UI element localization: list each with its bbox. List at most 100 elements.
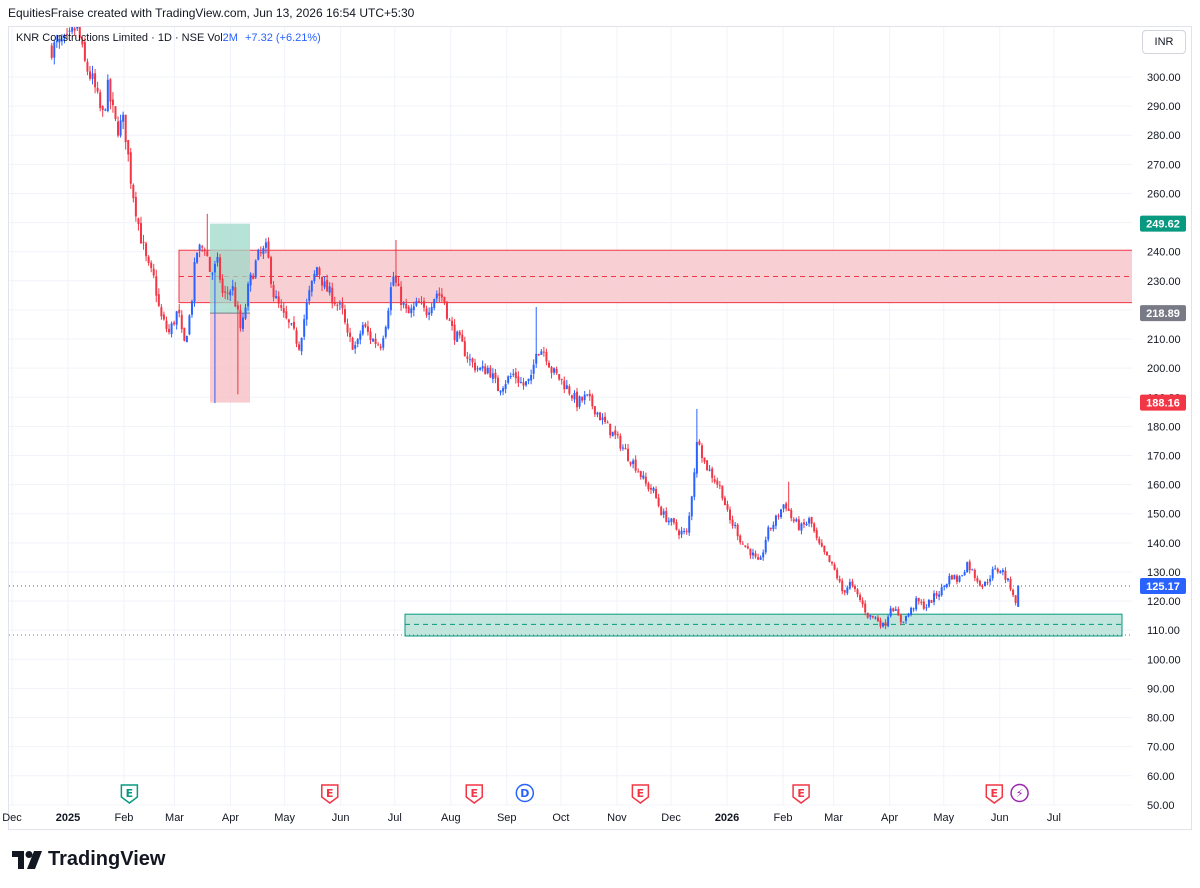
candle-body — [119, 120, 122, 136]
candle-body — [583, 394, 586, 401]
currency-button[interactable]: INR — [1142, 30, 1186, 54]
candle-body — [377, 344, 380, 346]
tradingview-logo-icon — [12, 850, 42, 869]
candle-body — [598, 412, 601, 421]
candle-body — [160, 307, 163, 317]
time-tick-label: Jul — [388, 812, 402, 824]
candle-body — [338, 303, 341, 305]
candle-body — [836, 569, 839, 579]
candle-body — [392, 276, 395, 286]
candle-body — [224, 291, 227, 293]
candle-body — [667, 520, 670, 523]
time-tick-label: Jul — [1047, 812, 1061, 824]
candle-body — [792, 519, 795, 522]
candle-body — [440, 294, 443, 298]
candle-body — [675, 522, 678, 530]
price-axis: 300.00290.00280.00270.00260.00250.00240.… — [1140, 72, 1186, 812]
candle-body — [328, 286, 331, 293]
candle-body — [463, 341, 466, 357]
candle-body — [606, 422, 609, 424]
candle-body — [425, 308, 428, 316]
event-marker-earnings-negative[interactable]: E — [465, 784, 484, 804]
candle-body — [282, 308, 285, 313]
price-tick-label: 150.00 — [1147, 509, 1181, 521]
tradingview-logo[interactable]: TradingView — [12, 848, 165, 871]
event-marker-split[interactable]: ⚡ — [1010, 783, 1029, 803]
candle-body — [994, 568, 997, 570]
candle-body — [800, 523, 803, 531]
candle-body — [999, 571, 1002, 573]
candle-body — [471, 358, 474, 363]
candle-body — [53, 42, 56, 58]
candle-body — [568, 386, 571, 394]
candle-body — [366, 326, 369, 332]
candle-body — [308, 290, 311, 301]
candle-body — [364, 324, 367, 327]
candle-body — [203, 249, 206, 252]
candle-body — [298, 344, 301, 350]
candle-body — [423, 301, 426, 308]
event-marker-earnings-negative[interactable]: E — [792, 784, 810, 804]
candle-body — [695, 442, 698, 474]
chart-frame — [8, 26, 1192, 830]
candle-body — [797, 519, 800, 530]
event-marker-earnings-negative[interactable]: E — [631, 784, 650, 804]
candle-body — [221, 278, 224, 293]
candle-body — [938, 594, 941, 597]
time-tick-label: Nov — [607, 812, 627, 824]
candle-body — [570, 395, 573, 399]
candle-body — [955, 575, 958, 582]
candle-body — [736, 524, 739, 537]
candle-body — [262, 248, 265, 254]
candle-body — [619, 435, 622, 449]
event-markers: E E E D E E E ⚡ — [120, 783, 1029, 804]
candle-body — [71, 27, 74, 32]
event-marker-earnings-positive[interactable]: E — [120, 784, 139, 804]
candle-body — [713, 479, 716, 482]
candle-body — [943, 585, 946, 587]
candle-body — [433, 299, 436, 308]
candle-body — [581, 396, 584, 401]
candle-body — [249, 274, 252, 286]
candle-body — [445, 301, 448, 319]
candle-body — [808, 518, 811, 524]
candle-body — [109, 79, 112, 102]
event-marker-earnings-negative[interactable]: E — [321, 784, 339, 804]
symbol-info[interactable]: KNR Constructions Limited · 1D · NSE — [16, 32, 205, 44]
price-tick-label: 230.00 — [1147, 276, 1181, 288]
candle-body — [514, 372, 517, 379]
candle-body — [787, 508, 790, 512]
event-marker-label: E — [471, 787, 479, 800]
candle-body — [746, 546, 749, 549]
candle-body — [904, 615, 907, 622]
candle-body — [257, 250, 260, 260]
candle-body — [1012, 589, 1015, 596]
candle-body — [461, 334, 464, 342]
candle-body — [379, 346, 382, 349]
candle-body — [402, 302, 405, 305]
chart-legend: KNR Constructions Limited · 1D · NSE Vol… — [16, 32, 321, 44]
time-axis: Dec 2025 Feb Mar Apr May Jun Jul Aug Sep Oct Nov Dec… — [2, 812, 1061, 824]
candle-body — [326, 279, 329, 292]
event-marker-earnings-negative[interactable]: E — [985, 784, 1004, 804]
candle-body — [60, 40, 63, 42]
chart-attribution: EquitiesFraise created with TradingView.… — [8, 6, 415, 20]
candle-body — [259, 252, 262, 254]
candles — [50, 27, 1020, 630]
candle-body — [63, 34, 66, 39]
candle-body — [639, 471, 642, 478]
event-marker-dividend[interactable]: D — [515, 783, 535, 803]
candle-body — [989, 578, 992, 582]
candle-body — [560, 378, 563, 380]
candle-body — [315, 267, 318, 276]
candle-body — [815, 529, 818, 539]
candle-body — [1009, 578, 1012, 590]
candle-body — [435, 293, 438, 299]
event-marker-shape — [515, 783, 535, 803]
candle-body — [642, 475, 645, 479]
event-marker-shape — [1010, 783, 1029, 803]
candle-body — [201, 246, 204, 248]
candle-body — [884, 622, 887, 626]
candle-body — [525, 381, 528, 386]
